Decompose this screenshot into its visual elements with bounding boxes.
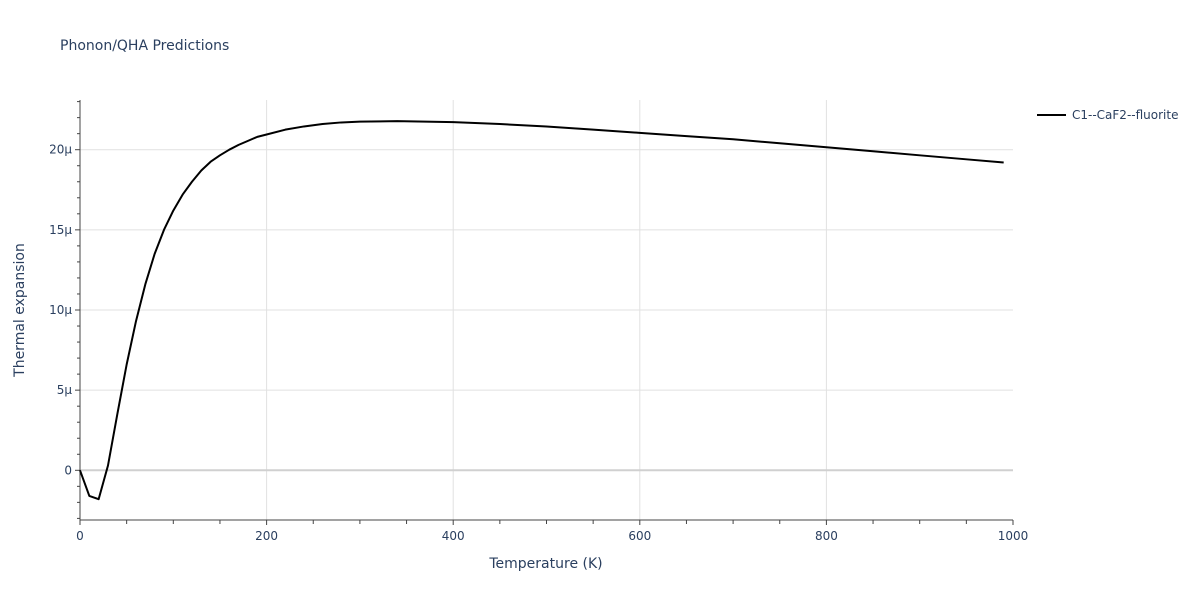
series-lines [79, 120, 1004, 501]
series-line [79, 120, 1004, 501]
tick-labels: 0 200 400 600 800 1000 0 5μ 10μ 15μ 20μ [49, 143, 1028, 543]
legend-item[interactable]: C1--CaF2--fluorite [1037, 108, 1178, 122]
y-axis-title: Thermal expansion [12, 243, 28, 378]
y-tick-label: 5μ [57, 383, 73, 397]
legend-label: C1--CaF2--fluorite [1072, 108, 1178, 122]
chart-title: Phonon/QHA Predictions [60, 38, 229, 54]
axes [75, 100, 1014, 525]
x-tick-label: 200 [255, 529, 278, 543]
x-tick-label: 600 [628, 529, 651, 543]
y-tick-label: 10μ [49, 303, 72, 317]
grid-lines [80, 100, 1013, 520]
legend[interactable]: C1--CaF2--fluorite [1037, 108, 1178, 122]
x-tick-label: 1000 [998, 529, 1029, 543]
x-tick-label: 400 [442, 529, 465, 543]
x-tick-label: 0 [76, 529, 84, 543]
y-tick-label: 0 [64, 463, 72, 477]
x-axis-title: Temperature (K) [488, 556, 602, 572]
y-tick-label: 20μ [49, 143, 72, 157]
y-tick-label: 15μ [49, 223, 72, 237]
x-tick-label: 800 [815, 529, 838, 543]
